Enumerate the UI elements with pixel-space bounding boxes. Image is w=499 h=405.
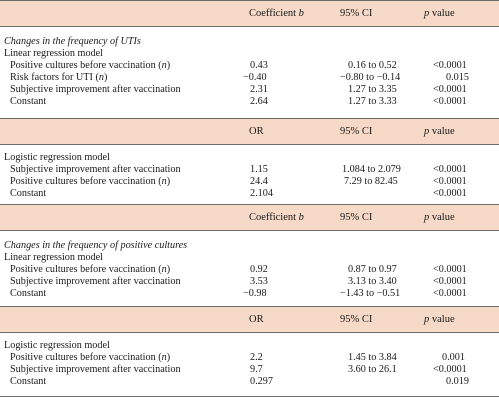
header-ci: 95% CI <box>340 8 373 19</box>
row-label: Subjective improvement after vaccination <box>10 276 181 287</box>
row-label: Risk factors for UTI (n) <box>10 72 108 83</box>
row-coef: 2.104 <box>250 188 273 199</box>
row-ci: 1.084 to 2.079 <box>342 164 401 175</box>
row-coef: 9.7 <box>250 364 263 375</box>
bottom-rule <box>0 396 499 397</box>
row-coef: 2.31 <box>250 84 268 95</box>
header-coefficient: Coefficient b <box>249 212 304 223</box>
row-p: <0.0001 <box>433 364 467 375</box>
row-label: Constant <box>10 188 47 199</box>
header-or: OR <box>249 126 264 137</box>
row-ci: 3.13 to 3.40 <box>348 276 397 287</box>
row-label: Positive cultures before vaccination (n) <box>10 352 171 363</box>
row-p: <0.0001 <box>433 164 467 175</box>
row-label: Subjective improvement after vaccination <box>10 84 181 95</box>
header-ci: 95% CI <box>340 314 373 325</box>
row-p: <0.0001 <box>433 276 467 287</box>
row-coef: −0.40 <box>243 72 267 83</box>
row-coef: 0.43 <box>250 60 268 71</box>
section-title: Changes in the frequency of UTIs <box>4 36 141 47</box>
header-band <box>0 204 499 231</box>
row-label: Subjective improvement after vaccination <box>10 164 181 175</box>
header-band <box>0 118 499 145</box>
model-title: Logistic regression model <box>4 340 110 351</box>
row-label: Constant <box>10 96 47 107</box>
row-label: Positive cultures before vaccination (n) <box>10 60 171 71</box>
header-p-value: p value <box>424 8 455 19</box>
row-p: <0.0001 <box>433 176 467 187</box>
row-ci: 0.87 to 0.97 <box>348 264 397 275</box>
row-label: Positive cultures before vaccination (n) <box>10 264 171 275</box>
row-p: 0.001 <box>442 352 465 363</box>
row-p: 0.015 <box>446 72 469 83</box>
row-ci: −0.80 to −0.14 <box>340 72 401 83</box>
row-p: <0.0001 <box>433 60 467 71</box>
row-p: 0.019 <box>446 376 469 387</box>
header-or: OR <box>249 314 264 325</box>
row-coef: 2.2 <box>250 352 263 363</box>
section-title: Changes in the frequency of positive cul… <box>4 240 188 251</box>
header-p-value: p value <box>424 212 455 223</box>
row-coef: 2.64 <box>250 96 268 107</box>
header-band <box>0 0 499 27</box>
row-p: <0.0001 <box>433 288 467 299</box>
row-ci: 7.29 to 82.45 <box>344 176 398 187</box>
row-ci: 1.27 to 3.35 <box>348 84 397 95</box>
row-p: <0.0001 <box>433 188 467 199</box>
row-ci: 0.16 to 0.52 <box>348 60 397 71</box>
row-coef: 3.53 <box>250 276 268 287</box>
header-ci: 95% CI <box>340 212 373 223</box>
header-p-value: p value <box>424 314 455 325</box>
header-coefficient: Coefficient b <box>249 8 304 19</box>
row-coef: 1.15 <box>250 164 268 175</box>
model-title: Linear regression model <box>4 252 104 263</box>
row-p: <0.0001 <box>433 96 467 107</box>
header-p-value: p value <box>424 126 455 137</box>
row-ci: 1.27 to 3.33 <box>348 96 397 107</box>
model-title: Linear regression model <box>4 48 104 59</box>
header-ci: 95% CI <box>340 126 373 137</box>
row-coef: 0.297 <box>250 376 273 387</box>
row-coef: 0.92 <box>250 264 268 275</box>
row-coef: −0.98 <box>243 288 267 299</box>
row-ci: −1.43 to −0.51 <box>340 288 401 299</box>
row-label: Positive cultures before vaccination (n) <box>10 176 171 187</box>
row-ci: 3.60 to 26.1 <box>348 364 397 375</box>
row-label: Constant <box>10 376 47 387</box>
row-label: Constant <box>10 288 47 299</box>
row-p: <0.0001 <box>433 84 467 95</box>
row-label: Subjective improvement after vaccination <box>10 364 181 375</box>
model-title: Logistic regression model <box>4 152 110 163</box>
row-coef: 24.4 <box>250 176 268 187</box>
row-p: <0.0001 <box>433 264 467 275</box>
row-ci: 1.45 to 3.84 <box>348 352 397 363</box>
header-band <box>0 306 499 333</box>
